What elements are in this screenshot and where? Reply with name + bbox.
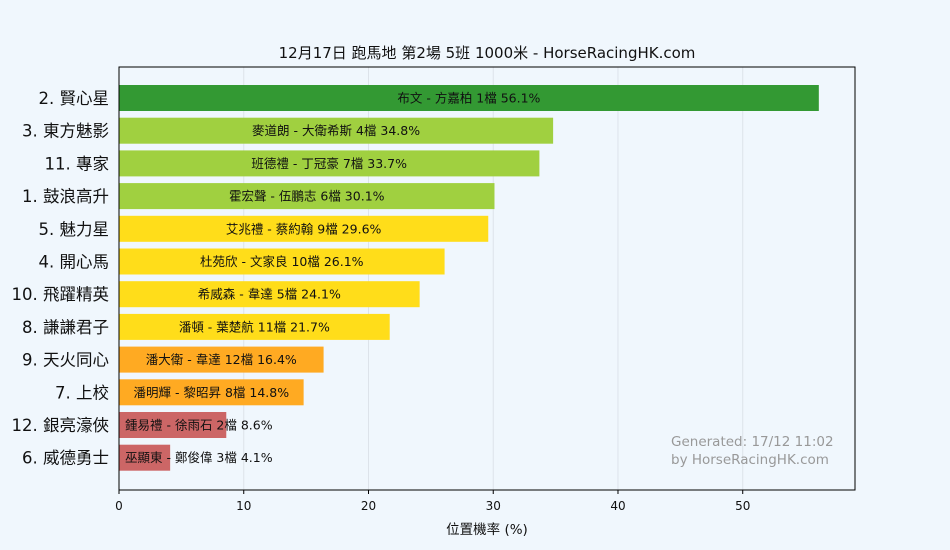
watermark-generated: Generated: 17/12 11:02 [671, 434, 834, 450]
bars [119, 85, 819, 471]
bar-label-11: 巫顯東 - 鄭俊偉 3檔 4.1% [125, 450, 273, 465]
category-label-6: 10. 飛躍精英 [12, 285, 110, 304]
x-tick-label-1: 10 [236, 499, 251, 513]
x-tick-label-0: 0 [115, 499, 123, 513]
bar-4 [119, 215, 489, 242]
bar-6 [119, 281, 420, 308]
category-label-10: 12. 銀亮濠俠 [12, 416, 110, 435]
bar-2 [119, 150, 540, 177]
x-tick-label-4: 40 [610, 499, 625, 513]
category-label-0: 2. 賢心星 [39, 89, 110, 108]
category-label-4: 5. 魅力星 [39, 220, 110, 239]
category-label-11: 6. 威德勇士 [22, 449, 109, 468]
category-label-8: 9. 天火同心 [22, 351, 109, 370]
bar-3 [119, 183, 495, 210]
bar-9 [119, 379, 304, 406]
bar-label-0: 布文 - 方嘉柏 1檔 56.1% [397, 91, 540, 106]
bar-10 [119, 412, 227, 438]
bar-labels: 布文 - 方嘉柏 1檔 56.1% 麥道朗 - 大衛希斯 4檔 34.8% 班德禮 … [125, 91, 541, 466]
chart-title: 12月17日 跑馬地 第2場 5班 1000米 - HorseRacingHK.… [279, 44, 696, 62]
bar-8 [119, 346, 324, 373]
category-label-5: 4. 開心馬 [39, 253, 110, 272]
bar-label-5: 杜苑欣 - 文家良 10檔 26.1% [200, 254, 364, 269]
x-tick-label-3: 30 [486, 499, 501, 513]
bar-label-6: 希威森 - 韋達 5檔 24.1% [198, 287, 341, 302]
plot-frame [118, 66, 856, 491]
category-label-3: 1. 鼓浪高升 [22, 187, 109, 206]
x-tick-label-2: 20 [361, 499, 376, 513]
category-labels: 2. 賢心星 3. 東方魅影 11. 專家 1. 鼓浪高升 5. 魅力星 4. 開心馬 10… [12, 89, 110, 468]
bar-0 [119, 85, 819, 111]
bar-label-2: 班德禮 - 丁冠豪 7檔 33.7% [251, 156, 407, 171]
x-tick-label-5: 50 [735, 499, 750, 513]
bar-1 [119, 117, 554, 144]
bar-label-8: 潘大衛 - 韋達 12檔 16.4% [146, 352, 297, 367]
bar-label-7: 潘頓 - 葉楚航 11檔 21.7% [179, 319, 330, 334]
x-axis-title: 位置機率 (%) [446, 521, 528, 538]
category-label-2: 11. 專家 [45, 154, 110, 173]
x-axis-ticks: 0 10 20 30 40 50 [115, 490, 750, 513]
bar-7 [119, 313, 390, 340]
watermark-site: by HorseRacingHK.com [671, 452, 829, 468]
bar-label-4: 艾兆禮 - 蔡約翰 9檔 29.6% [226, 221, 382, 236]
bar-11 [119, 444, 171, 471]
bar-label-9: 潘明輝 - 黎昭昇 8檔 14.8% [134, 385, 290, 400]
category-label-1: 3. 東方魅影 [22, 122, 109, 141]
bar-label-10: 鍾易禮 - 徐雨石 2檔 8.6% [125, 418, 273, 433]
category-label-9: 7. 上校 [55, 383, 109, 402]
bar-5 [119, 248, 445, 275]
bar-label-3: 霍宏聲 - 伍鵬志 6檔 30.1% [229, 189, 385, 204]
category-label-7: 8. 謙謙君子 [22, 318, 109, 337]
bar-label-1: 麥道朗 - 大衛希斯 4檔 34.8% [252, 123, 420, 138]
